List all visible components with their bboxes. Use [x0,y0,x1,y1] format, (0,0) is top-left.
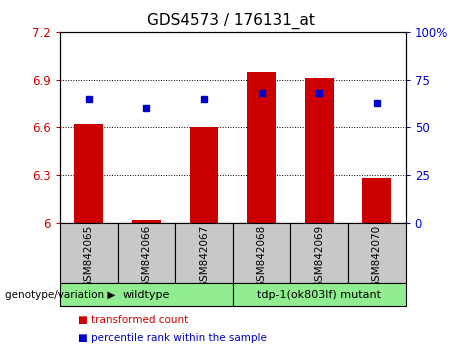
Text: genotype/variation ▶: genotype/variation ▶ [5,290,115,300]
Bar [233,223,290,283]
Bar [233,283,406,306]
Bar [118,223,175,283]
Text: ■ transformed count: ■ transformed count [78,315,189,325]
Text: tdp-1(ok803lf) mutant: tdp-1(ok803lf) mutant [257,290,381,300]
Bar [247,72,276,223]
Text: GSM842069: GSM842069 [314,225,324,288]
Bar [362,178,391,223]
Bar [60,223,118,283]
Text: GSM842068: GSM842068 [257,225,266,288]
Bar [74,124,103,223]
Text: wildtype: wildtype [123,290,170,300]
Bar [348,223,406,283]
Bar [60,283,233,306]
Bar [189,127,219,223]
Text: GSM842070: GSM842070 [372,225,382,288]
Bar [132,220,161,223]
Text: GSM842066: GSM842066 [142,225,151,288]
Text: GSM842065: GSM842065 [84,225,94,288]
Text: GSM842067: GSM842067 [199,225,209,288]
Text: GDS4573 / 176131_at: GDS4573 / 176131_at [147,12,314,29]
Bar [305,78,334,223]
Bar [290,223,348,283]
Text: ■ percentile rank within the sample: ■ percentile rank within the sample [78,333,267,343]
Bar [175,223,233,283]
